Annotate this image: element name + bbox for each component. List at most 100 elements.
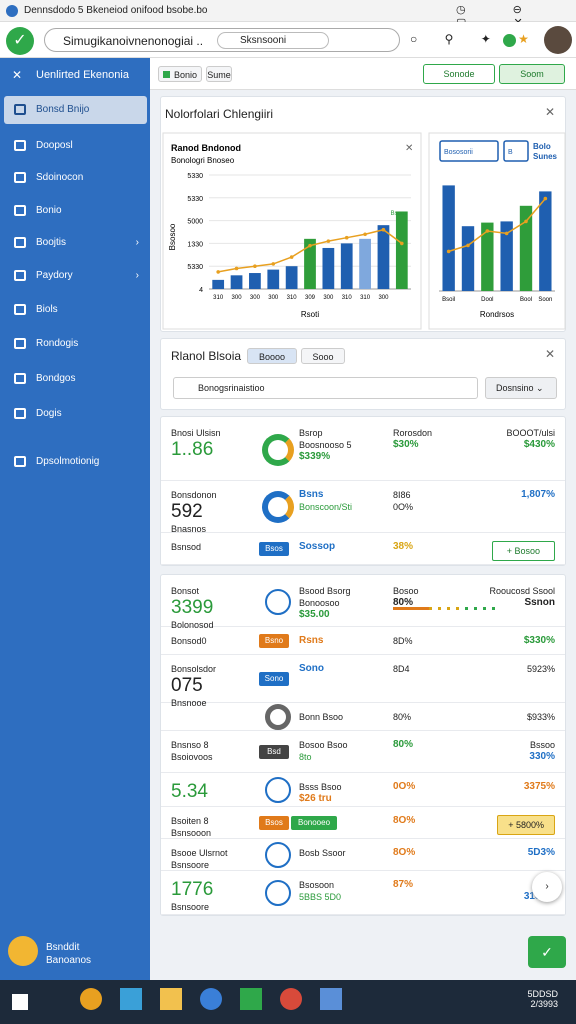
cell-text: 8I86 [393, 490, 411, 500]
progress-dot [474, 607, 477, 610]
cell: Bsosoon 5BBS 5D0 [299, 879, 341, 903]
action-button[interactable]: + Bosoo [491, 541, 555, 561]
section-title: Rlanol Blsoia [171, 349, 242, 363]
tab[interactable]: Bonio [158, 66, 202, 82]
close-button[interactable]: ✕ [405, 143, 413, 154]
url-box[interactable]: Simugikanoivnenonogiai .. Sksnsooni [44, 28, 400, 52]
cell: Bonsot 3399 Bolonosod [171, 585, 214, 631]
bar [322, 247, 335, 289]
nav-label: Dooposl [36, 140, 73, 151]
cell-text: Bnosi Ulsisn [171, 428, 221, 438]
cell: Bnosi Ulsisn 1..86 [171, 427, 221, 461]
cell-text: Bnsnso 8 [171, 740, 209, 750]
search-input[interactable]: Bonogsrinaistioo [173, 377, 478, 399]
tab[interactable]: Sume [206, 66, 232, 82]
bar [285, 266, 298, 289]
nav-item[interactable]: Sdoinocon [4, 164, 147, 192]
cell-text: Sono [299, 663, 324, 674]
user-avatar[interactable] [8, 936, 38, 966]
cell-text: 8O% [393, 847, 416, 858]
cell-text: $339% [299, 451, 331, 462]
list-row: Bonsot 3399 Bolonosod Bsood Bsorg Bonoosoo $3… [161, 577, 565, 630]
x-axis-label: Rsoti [301, 310, 319, 319]
progress-dot [411, 607, 420, 610]
y-tick-label: 5330 [187, 196, 203, 203]
user-name: Bsnddit [46, 942, 80, 953]
clock[interactable]: 5DDSD 2/3993 [527, 989, 558, 1009]
cell: Bnsnso 8 Bsoiovoos [171, 739, 213, 763]
scroll-button[interactable]: › [532, 872, 562, 902]
chart-title: Ranod Bndonod [171, 143, 241, 153]
status-icon [265, 842, 291, 868]
action-button[interactable]: + 5800% [497, 815, 555, 835]
nav-item[interactable]: Dpsolmotionig [4, 448, 147, 476]
nav-item[interactable]: Bonsd Bnijo [4, 96, 147, 124]
cell: Rorosdon $30% [393, 427, 432, 451]
status-icon[interactable]: ✓ [6, 27, 34, 55]
progress-dot [402, 607, 411, 610]
x-tick-label: 309 [305, 295, 316, 301]
progress-dot [492, 607, 495, 610]
nav-item[interactable]: Bonio [4, 197, 147, 225]
title-bar: Dennsdodo 5 Bkeneiod onifood bsobe.bo ◷ … [0, 0, 576, 29]
progress-dot [429, 607, 432, 610]
status-icon [262, 434, 294, 466]
sidebar-toggle[interactable]: ✕ [12, 68, 23, 82]
fab-button[interactable]: ✓ [528, 936, 566, 968]
chart-button[interactable] [439, 140, 499, 162]
nav-item[interactable]: Rondogis [4, 330, 147, 358]
cell: Bsnsod [171, 541, 201, 553]
ext-icon[interactable] [503, 34, 516, 47]
progress-dot [438, 607, 441, 610]
nav-item[interactable]: Bondgos [4, 365, 147, 393]
cell-text: 38% [393, 541, 414, 552]
legend-entry: Sunes [533, 152, 558, 161]
cell: 5923% [527, 663, 555, 675]
dropdown[interactable]: Dosnsino ⌄ [485, 377, 557, 399]
nav-item[interactable]: Paydory › [4, 262, 147, 290]
chevron: › [135, 237, 139, 248]
y-tick-label: 5000 [187, 219, 203, 226]
cell-text: 87% [393, 879, 414, 890]
cell: Bsns Bonscoon/Sti [299, 489, 352, 513]
cell: Bssoo 330% [529, 739, 555, 763]
tab[interactable]: Sooo [301, 348, 345, 364]
tab-icon [162, 71, 170, 78]
search-box[interactable]: Sksnsooni [217, 32, 329, 49]
nav-label: Sdoinocon [36, 172, 84, 183]
search-text: Sksnsooni [240, 35, 287, 46]
cell-text: Bsnsoore [171, 860, 210, 870]
chart-button[interactable] [503, 140, 529, 162]
line-point [485, 229, 490, 233]
tab[interactable]: Boooo [247, 348, 297, 364]
address-bar: ✓ Simugikanoivnenonogiai .. Sksnsooni ○ … [0, 22, 576, 58]
close-button[interactable]: ✕ [544, 347, 555, 361]
nav-item[interactable]: Dooposl [4, 132, 147, 160]
header-button[interactable]: Sonode [423, 64, 495, 84]
taskbar-apps [80, 988, 400, 1016]
x-tick-label: 300 [323, 295, 334, 301]
header-button[interactable]: Soom [499, 64, 565, 84]
nav-item[interactable]: Boojtis › [4, 229, 147, 257]
bar [500, 221, 513, 291]
bar [461, 226, 475, 291]
cell: + Bosoo [491, 541, 555, 561]
nav-item[interactable]: Biols [4, 296, 147, 324]
avatar[interactable] [544, 26, 572, 54]
progress-dot [393, 607, 402, 610]
cell: $330% [524, 635, 555, 647]
nav-item[interactable]: Dogis [4, 400, 147, 428]
toolbar-icons[interactable]: ○ ⚲ ✦ ★ [410, 32, 541, 46]
cell-text: Bnsnooe [171, 698, 207, 708]
close-button[interactable]: ✕ [544, 105, 555, 119]
list-row: Bsnsod Sossop 38% + Bosoo Bsos [161, 533, 565, 565]
start-button[interactable] [12, 994, 28, 1010]
x-tick-label: Soon [538, 297, 552, 303]
nav-label: Dogis [36, 408, 62, 419]
badge: Bsos [259, 816, 289, 830]
list-row: Bnsnso 8 Bsoiovoos Bosoo Bsoo 8to 80% Bssoo 33… [161, 731, 565, 773]
cell-text: 8to [299, 752, 312, 762]
status-icon [265, 704, 291, 730]
cell-text: Bsosoon [299, 880, 335, 890]
